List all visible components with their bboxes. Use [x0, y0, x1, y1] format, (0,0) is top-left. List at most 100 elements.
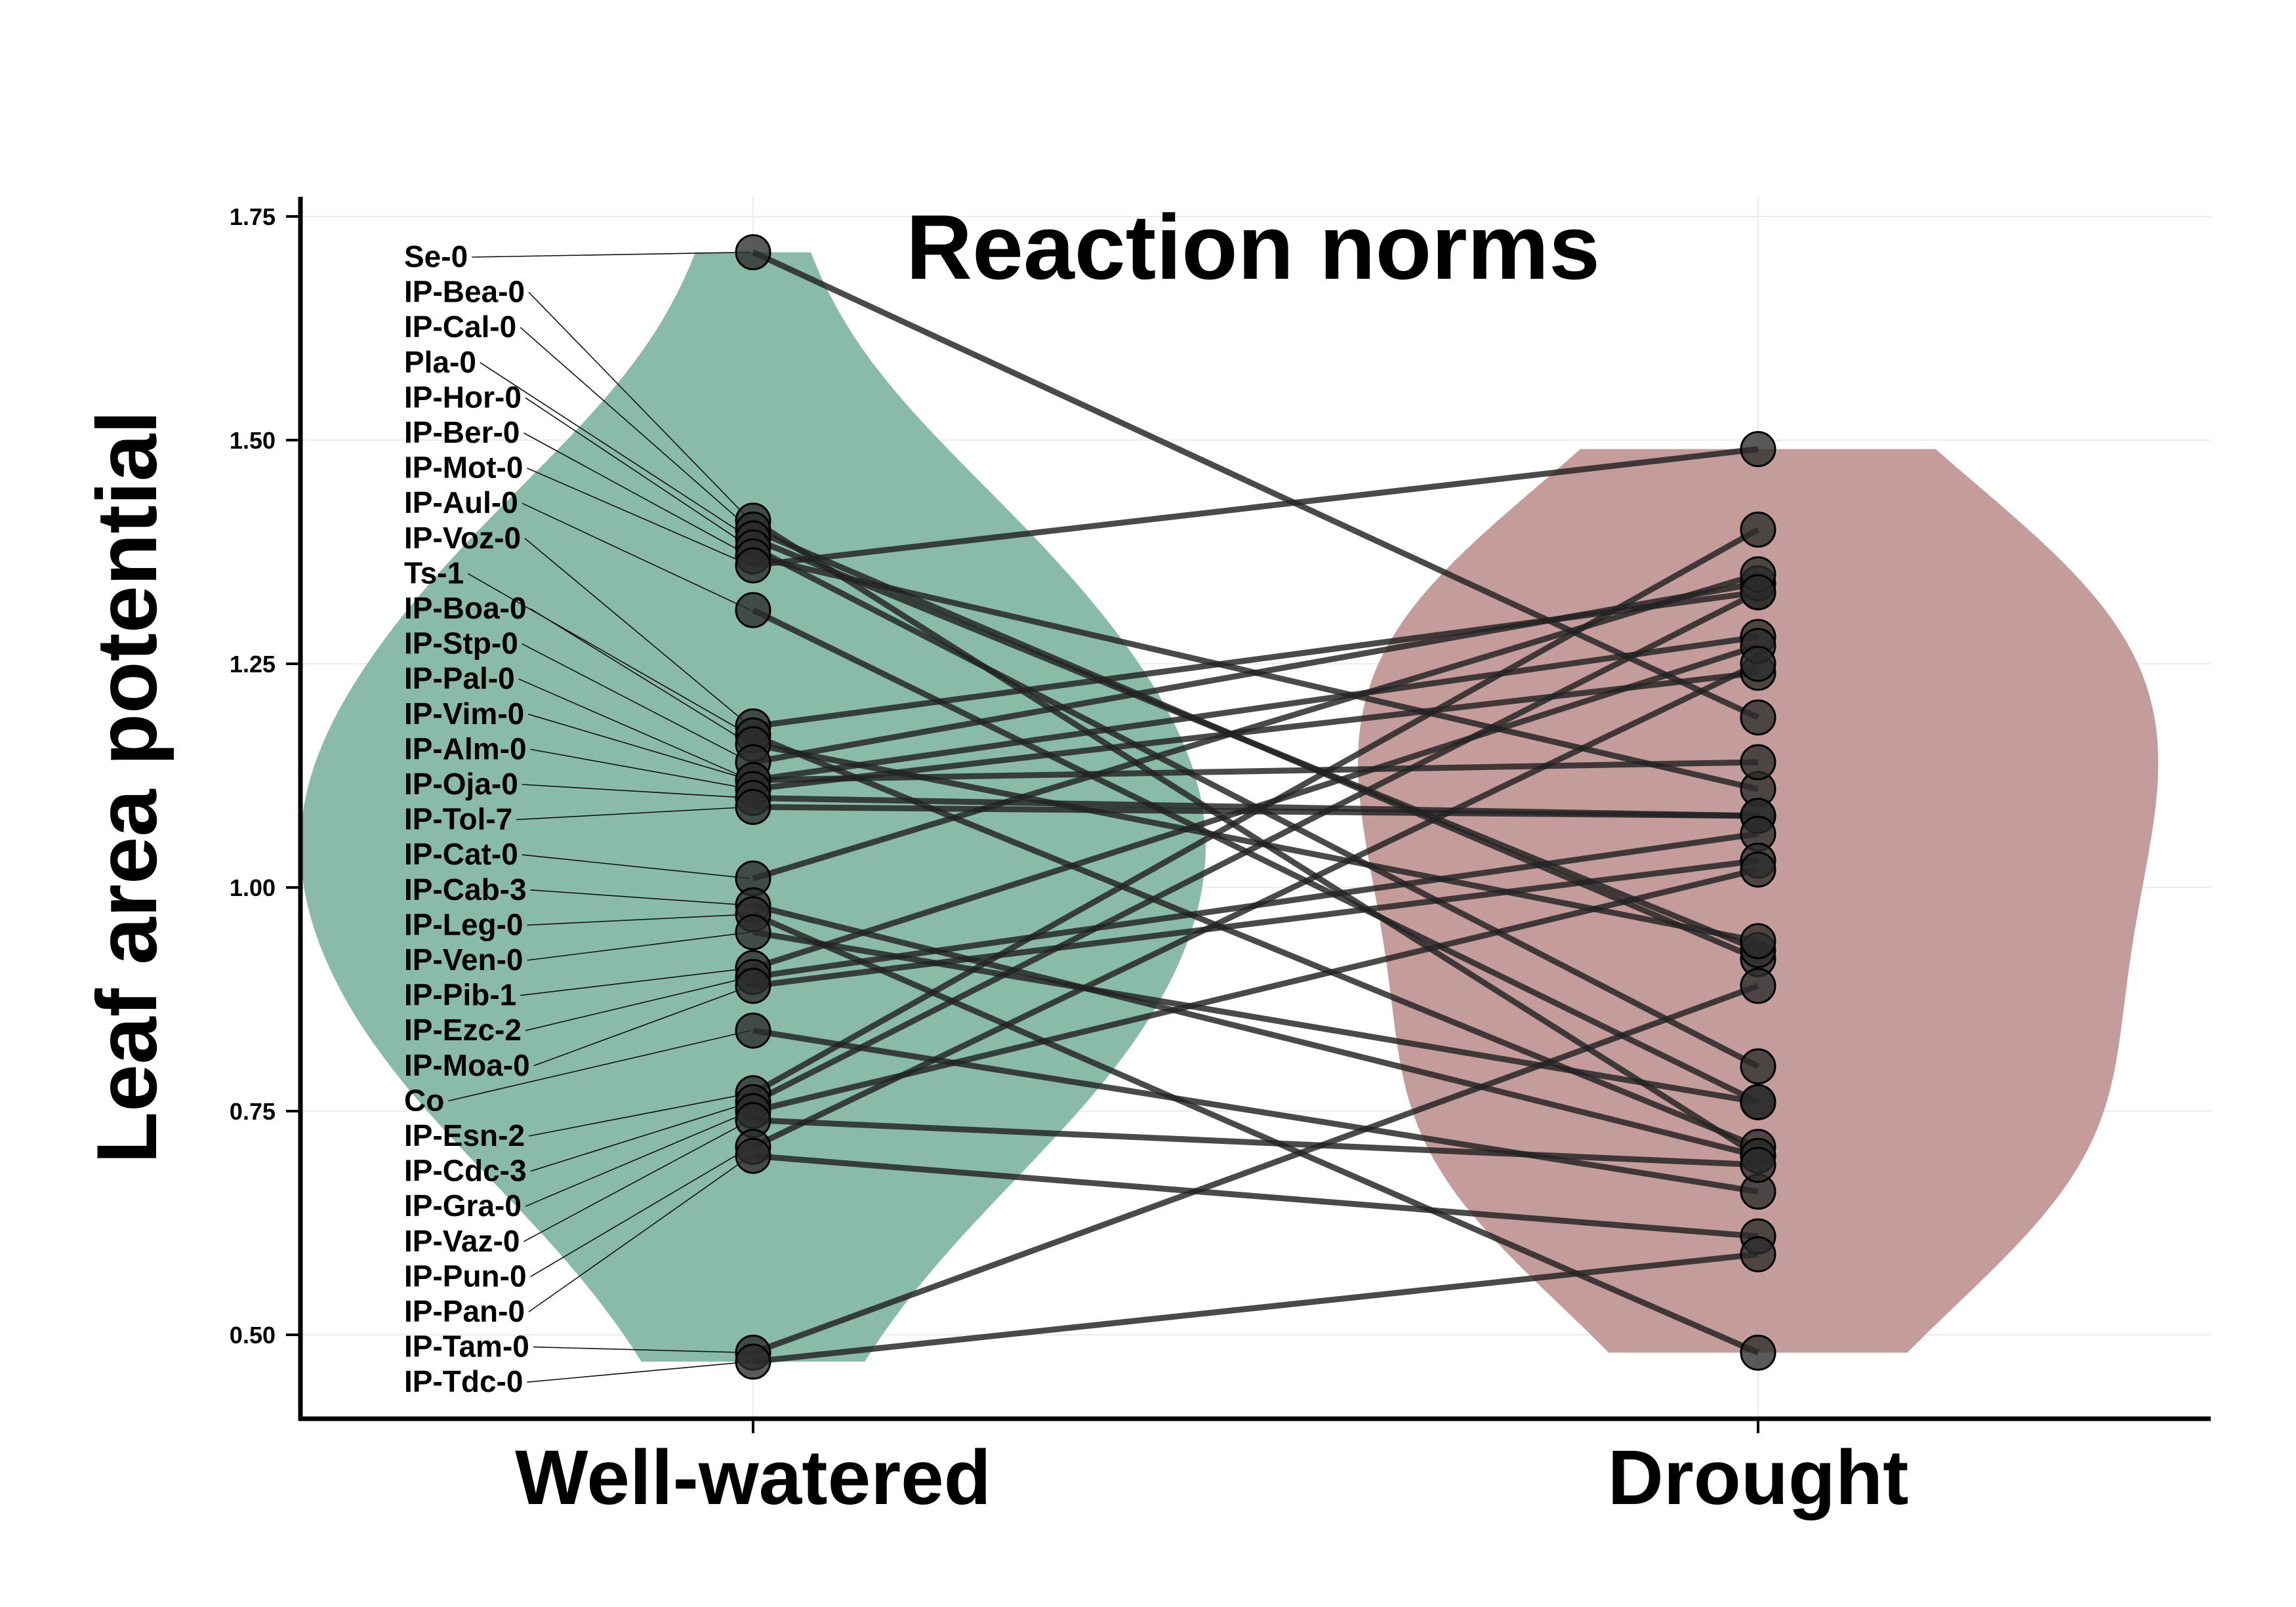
- reaction-norm-18: [752, 902, 1759, 1159]
- accession-label-0: Se-0: [404, 239, 468, 274]
- leader-line-13: [527, 714, 751, 781]
- reaction-norm-28: [752, 1117, 1759, 1168]
- data-points: [735, 234, 1776, 1380]
- point-dr-0: [1740, 699, 1776, 736]
- point-ww-20: [735, 914, 771, 950]
- reaction-norm-7: [752, 607, 1759, 1105]
- leader-line-32: [527, 1361, 751, 1383]
- leader-line-27: [525, 1110, 751, 1207]
- point-dr-6: [1740, 431, 1776, 468]
- y-tick-label-5: 1.75: [230, 203, 276, 230]
- reaction-norm-21: [752, 643, 1759, 971]
- leader-line-0: [472, 251, 751, 258]
- point-dr-19: [1740, 1334, 1776, 1371]
- reaction-norm-23: [752, 857, 1759, 989]
- accession-label-13: IP-Vim-0: [404, 697, 524, 731]
- accession-label-27: IP-Gra-0: [404, 1189, 522, 1223]
- accession-label-26: IP-Cdc-3: [404, 1154, 527, 1188]
- point-ww-23: [735, 967, 771, 1004]
- chart-title: Reaction norms: [906, 195, 1600, 298]
- reaction-norm-20: [752, 929, 1759, 1105]
- point-ww-30: [735, 1137, 771, 1174]
- point-dr-29: [1740, 645, 1776, 682]
- accession-label-22: IP-Ezc-2: [404, 1013, 522, 1047]
- leader-line-2: [520, 327, 751, 531]
- accession-label-3: Pla-0: [404, 345, 476, 379]
- accession-label-31: IP-Tam-0: [404, 1330, 529, 1364]
- point-dr-10: [1740, 923, 1776, 960]
- y-axis-label: Leaf area potential: [79, 411, 174, 1164]
- reaction-norm-26: [751, 589, 1760, 1105]
- accession-label-9: Ts-1: [404, 556, 464, 590]
- accession-label-32: IP-Tdc-0: [404, 1364, 523, 1398]
- leader-line-15: [522, 784, 751, 799]
- y-tick-label-0: 0.50: [230, 1322, 276, 1349]
- leader-line-25: [528, 1092, 751, 1137]
- point-ww-0: [735, 234, 771, 271]
- point-ww-7: [735, 592, 771, 628]
- reaction-norm-12: [752, 634, 1759, 783]
- accession-label-12: IP-Pal-0: [404, 661, 515, 695]
- leader-line-6: [527, 467, 751, 566]
- leader-line-22: [525, 976, 751, 1031]
- y-tick-label-4: 1.50: [230, 427, 276, 454]
- point-ww-24: [735, 1012, 771, 1049]
- reaction-norm-11: [752, 580, 1759, 765]
- y-tick-label-3: 1.25: [230, 651, 276, 678]
- leader-line-1: [528, 292, 751, 521]
- leader-line-21: [520, 967, 751, 996]
- reaction-norm-9: [752, 732, 1759, 1150]
- y-tick-label-2: 1.00: [230, 874, 276, 901]
- leader-line-3: [480, 362, 751, 539]
- leader-line-18: [530, 889, 751, 906]
- leader-line-4: [525, 397, 751, 548]
- leader-line-29: [530, 1146, 751, 1278]
- accession-label-14: IP-Alm-0: [404, 731, 527, 765]
- point-dr-13: [1740, 744, 1776, 781]
- leader-line-9: [467, 573, 751, 736]
- reaction-norm-13: [752, 759, 1759, 783]
- axes: 0.50 0.75 1.00 1.25 1.50 1.75 Well-watered Drou…: [230, 197, 2211, 1521]
- point-dr-4: [1740, 1048, 1776, 1085]
- leader-line-5: [523, 432, 751, 558]
- leader-line-19: [527, 914, 751, 926]
- reaction-norm-31: [752, 983, 1759, 1356]
- accession-label-2: IP-Cal-0: [404, 310, 516, 344]
- y-tick-label-1: 0.75: [230, 1098, 276, 1125]
- accession-label-18: IP-Cab-3: [404, 872, 527, 906]
- accession-label-19: IP-Leg-0: [404, 907, 523, 941]
- accession-label-16: IP-Tol-7: [404, 802, 512, 836]
- reaction-norm-lines: [751, 249, 1760, 1365]
- accession-label-7: IP-Aul-0: [404, 485, 518, 519]
- leader-line-28: [523, 1119, 751, 1242]
- leader-line-8: [524, 538, 751, 727]
- reaction-norm-24: [752, 1027, 1759, 1195]
- reaction-norm-6: [752, 446, 1759, 569]
- accession-label-17: IP-Cat-0: [404, 837, 518, 871]
- accession-label-30: IP-Pan-0: [404, 1294, 525, 1328]
- accession-label-28: IP-Vaz-0: [404, 1224, 520, 1258]
- violin-drought: [1358, 449, 2158, 1353]
- accession-label-11: IP-Stp-0: [404, 626, 518, 661]
- reaction-norm-25: [751, 527, 1760, 1096]
- leader-line-11: [522, 643, 751, 763]
- accession-label-15: IP-Oja-0: [404, 767, 518, 801]
- leader-line-10: [530, 608, 751, 745]
- leader-line-12: [518, 678, 751, 781]
- point-dr-28: [1740, 1147, 1776, 1183]
- reaction-norm-32: [752, 1251, 1759, 1365]
- point-dr-32: [1740, 1236, 1776, 1272]
- accession-label-6: IP-Mot-0: [404, 451, 523, 485]
- reaction-norm-14: [752, 670, 1759, 792]
- accession-label-23: IP-Moa-0: [404, 1048, 530, 1082]
- point-ww-32: [735, 1343, 771, 1380]
- point-dr-25: [1740, 511, 1776, 548]
- label-leader-lines: [448, 251, 751, 1383]
- point-ww-6: [735, 547, 771, 584]
- x-tick-label-1: Drought: [1608, 1434, 1909, 1521]
- reaction-norm-0: [752, 249, 1759, 720]
- reaction-norm-19: [752, 911, 1759, 1356]
- accession-label-24: Co: [404, 1083, 444, 1117]
- point-dr-27: [1740, 851, 1776, 888]
- point-ww-16: [735, 788, 771, 825]
